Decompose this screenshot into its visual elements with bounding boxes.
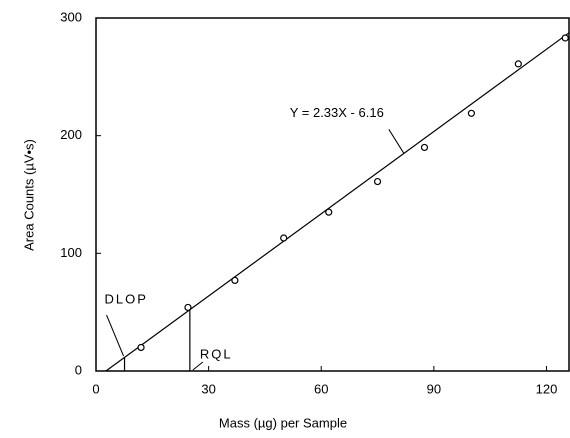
y-axis-label: Area Counts (µV•s) — [21, 139, 36, 251]
x-tick-label: 90 — [427, 381, 441, 396]
data-point — [373, 177, 382, 186]
data-point — [231, 276, 239, 284]
y-tick-label: 100 — [60, 245, 82, 260]
x-tick-label: 0 — [92, 381, 99, 396]
y-tick-label: 200 — [60, 127, 82, 142]
x-axis-label: Mass (µg) per Sample — [219, 415, 347, 430]
plot-frame — [95, 17, 570, 372]
data-point — [325, 208, 333, 216]
data-point — [467, 109, 475, 117]
annotation-leader — [388, 129, 405, 154]
annotation-leader — [192, 361, 204, 371]
x-tick-label: 30 — [201, 381, 215, 396]
data-point — [137, 343, 145, 352]
fit-line — [105, 32, 570, 372]
annotation: RQL — [200, 346, 233, 361]
data-point — [514, 60, 522, 68]
data-point — [561, 34, 569, 42]
annotation-leader — [106, 314, 124, 357]
y-tick-label: 0 — [75, 362, 82, 377]
data-point — [420, 143, 429, 152]
annotation: Y = 2.33X - 6.16 — [290, 105, 384, 120]
y-tick-label: 300 — [60, 9, 82, 24]
annotation: DLOP — [105, 291, 148, 306]
x-tick-label: 60 — [314, 381, 328, 396]
data-point — [280, 234, 288, 242]
x-tick-label: 120 — [536, 381, 558, 396]
data-point — [184, 303, 192, 312]
